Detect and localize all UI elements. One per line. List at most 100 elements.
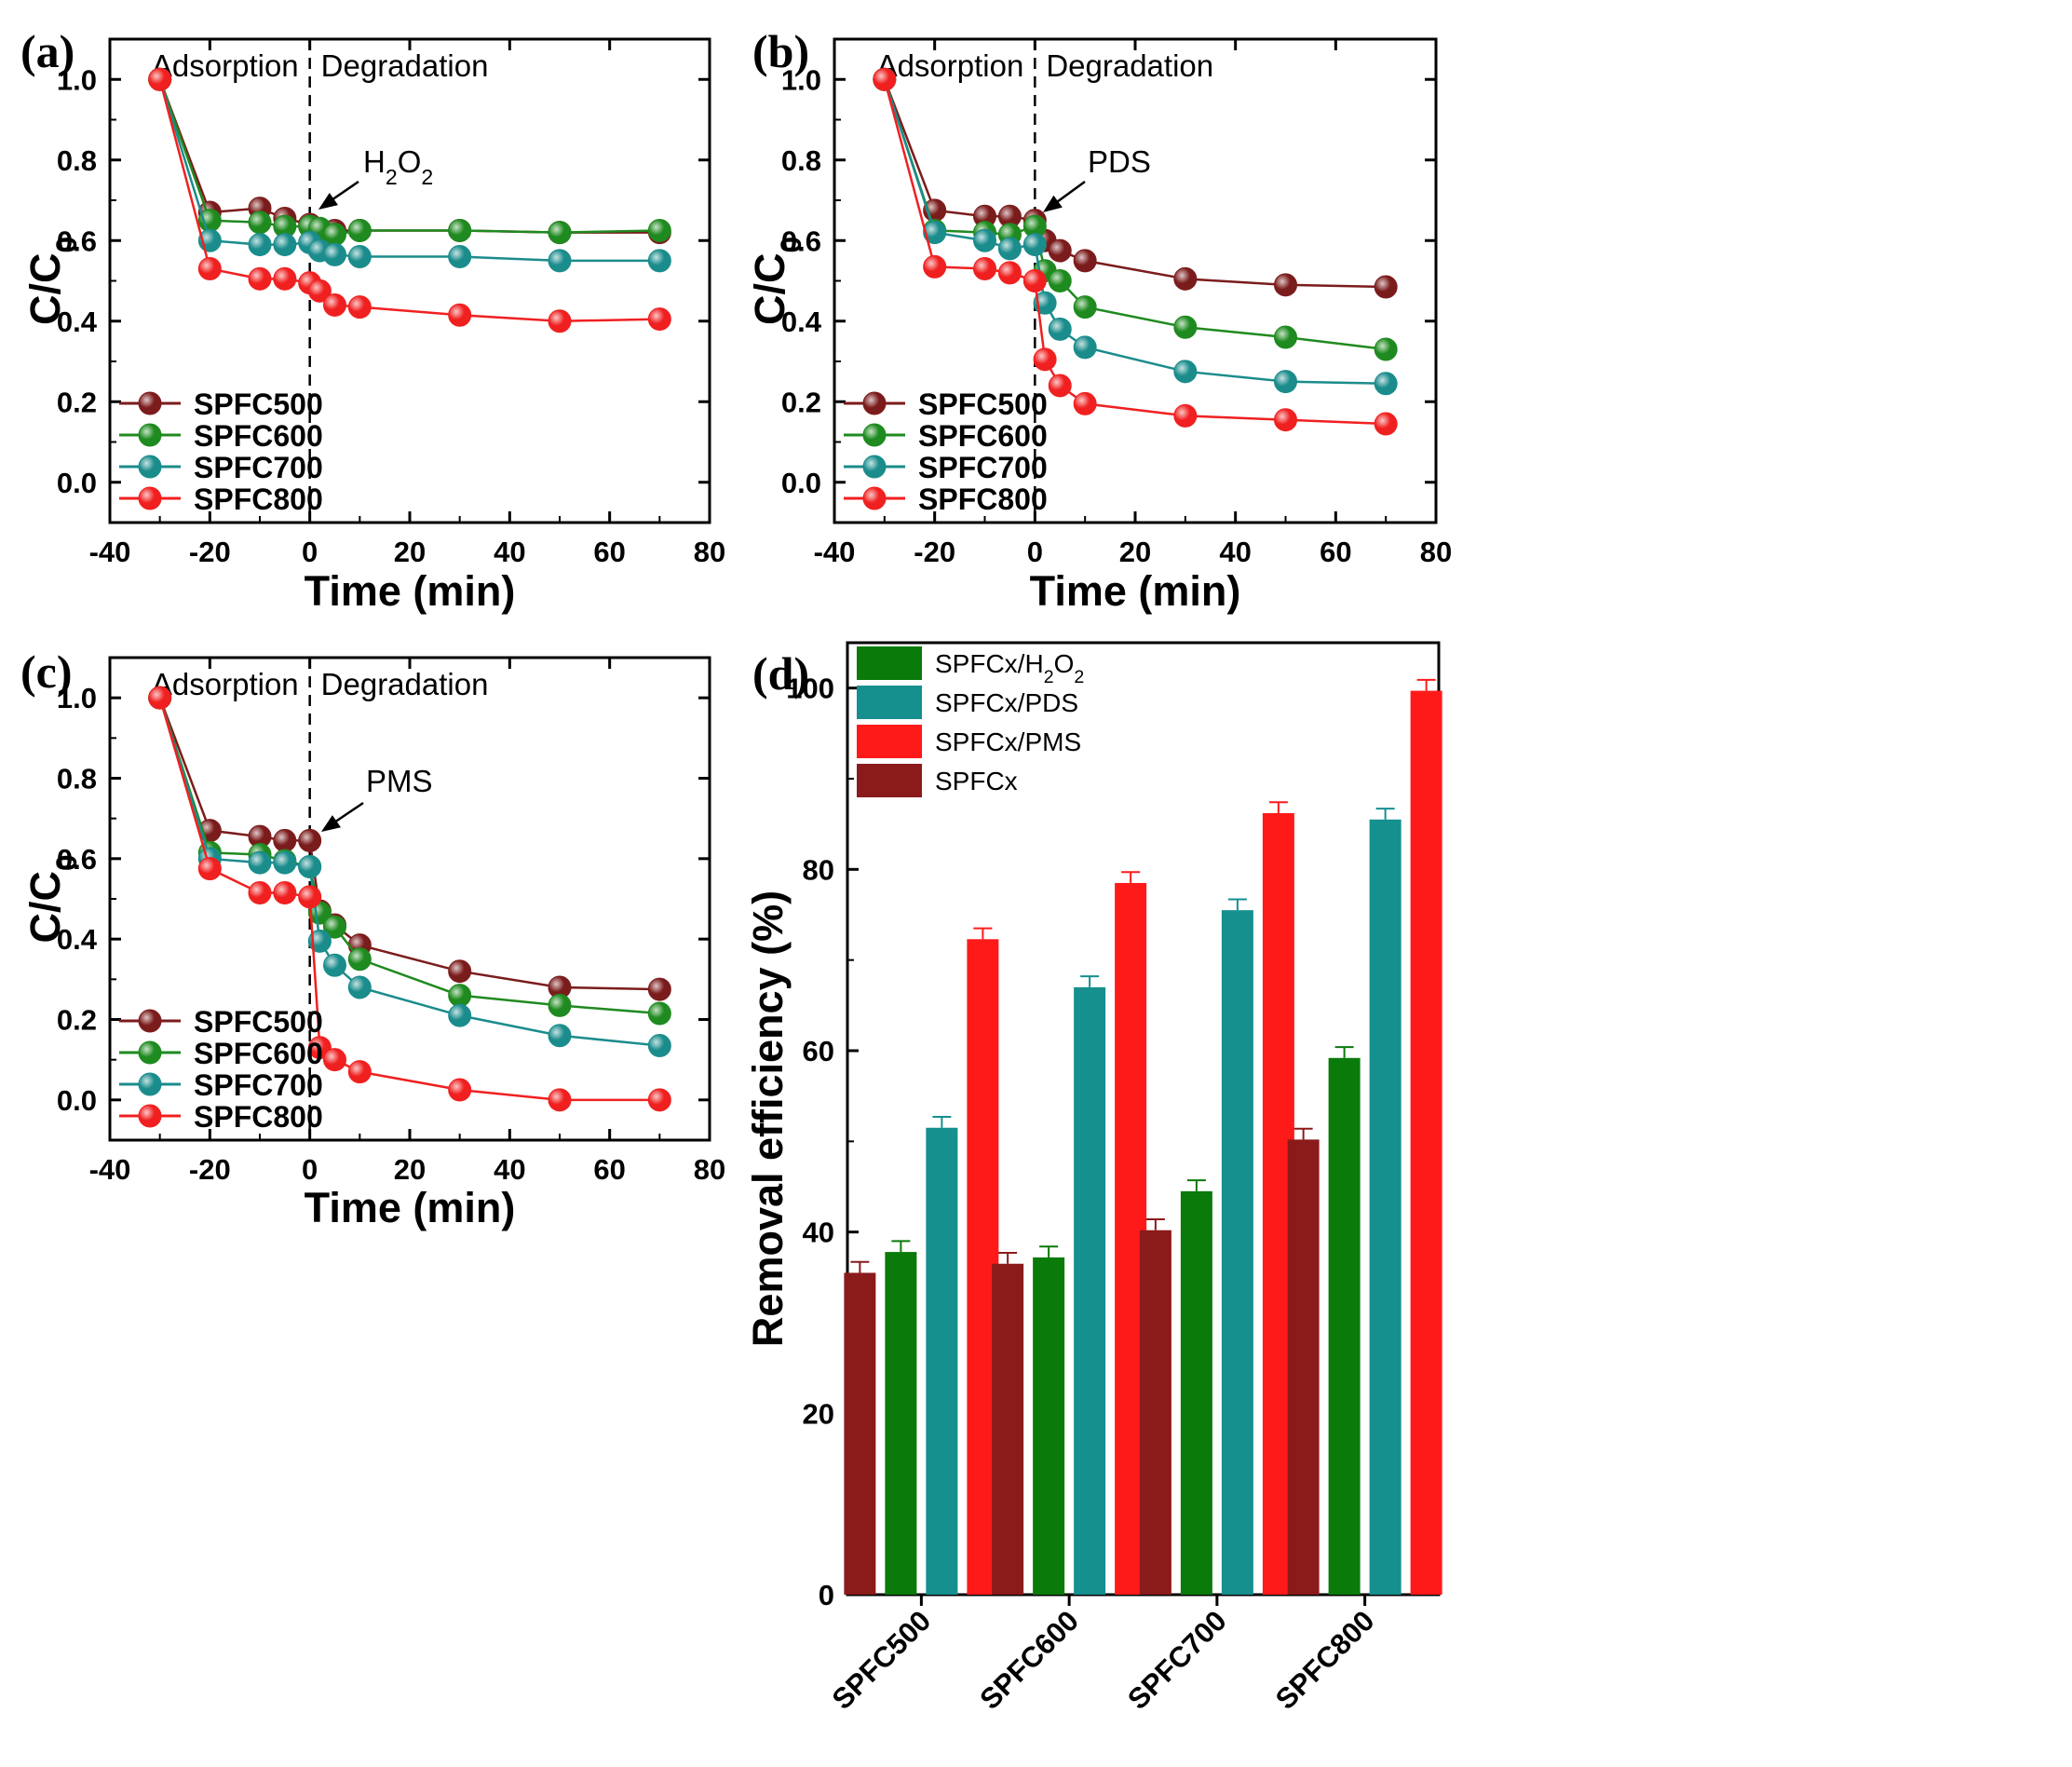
data-point-SPFC800 bbox=[1073, 391, 1097, 415]
data-point-SPFC800 bbox=[248, 266, 272, 291]
data-point-SPFC600 bbox=[1048, 269, 1072, 292]
data-point-SPFC600 bbox=[1274, 325, 1297, 349]
y-tick-label: 80 bbox=[803, 853, 834, 886]
panel-label: (d) bbox=[752, 647, 809, 700]
data-point-SPFC800 bbox=[298, 885, 322, 909]
y-tick-label: 0.2 bbox=[57, 386, 97, 418]
legend-label-SPFCx-H2O2: SPFCx/H2O2 bbox=[935, 649, 1084, 687]
x-tick-label: -40 bbox=[814, 536, 856, 568]
adsorption-label: Adsorption bbox=[877, 48, 1024, 83]
y-tick-label: 1.0 bbox=[781, 63, 821, 96]
degradation-label: Degradation bbox=[321, 667, 489, 701]
data-point-SPFC800 bbox=[647, 1088, 671, 1112]
y-tick-label: 20 bbox=[803, 1397, 834, 1430]
series-line-SPFC800 bbox=[883, 78, 1387, 426]
series-line-SPFC800 bbox=[158, 78, 660, 323]
data-point-SPFC800 bbox=[647, 307, 671, 332]
x-tick-label: 60 bbox=[1320, 536, 1351, 568]
x-tick-label: 40 bbox=[494, 1153, 525, 1186]
y-tick-label: 0.6 bbox=[57, 843, 97, 876]
legend-label-SPFC800: SPFC800 bbox=[194, 483, 323, 516]
data-point-SPFC800 bbox=[548, 1088, 572, 1112]
y-tick-label: 0.0 bbox=[57, 1084, 97, 1117]
data-point-SPFC700 bbox=[647, 1034, 671, 1058]
series-line-SPFC500 bbox=[883, 78, 1387, 289]
data-point-SPFC500 bbox=[1374, 275, 1398, 299]
data-point-SPFC800 bbox=[323, 1048, 346, 1072]
legend-label-SPFCx: SPFCx bbox=[935, 767, 1018, 795]
x-tick-label: 0 bbox=[302, 536, 318, 568]
oxidant-label: PMS bbox=[366, 764, 433, 798]
legend-marker-SPFC800 bbox=[138, 486, 162, 510]
bar-SPFCx-PDS-SPFC700 bbox=[1221, 910, 1253, 1595]
bar-SPFCx-SPFC700 bbox=[1139, 1230, 1171, 1595]
data-point-SPFC500 bbox=[298, 828, 322, 852]
data-point-SPFC500 bbox=[273, 828, 297, 852]
data-point-SPFC700 bbox=[1374, 372, 1398, 396]
x-tick-label: SPFC800 bbox=[1269, 1604, 1381, 1716]
data-point-SPFC800 bbox=[923, 254, 947, 279]
legend-marker-SPFC600 bbox=[138, 1040, 162, 1065]
line-panel-1: -40 -20 0 20 40 60 80 0.0 0.2 0.4 0.6 0.8 1.0 Time (m… bbox=[746, 25, 1452, 615]
legend-label-SPFCx-PMS: SPFCx/PMS bbox=[935, 727, 1081, 756]
legend-label-SPFC800: SPFC800 bbox=[194, 1100, 323, 1134]
data-point-SPFC800 bbox=[1022, 269, 1047, 292]
data-point-SPFC800 bbox=[197, 257, 222, 281]
bar-SPFCx-H2O2-SPFC500 bbox=[885, 1252, 917, 1595]
y-tick-label: 0 bbox=[819, 1579, 834, 1611]
data-point-SPFC700 bbox=[448, 245, 472, 269]
y-tick-label: 0.0 bbox=[781, 467, 821, 499]
series-line-SPFC500 bbox=[158, 697, 660, 991]
legend-label-SPFC600: SPFC600 bbox=[194, 1037, 323, 1070]
data-point-SPFC800 bbox=[1374, 412, 1398, 436]
degradation-label: Degradation bbox=[321, 48, 489, 83]
y-tick-label: 0.8 bbox=[57, 763, 97, 795]
panel-label: (c) bbox=[20, 646, 73, 698]
data-point-SPFC800 bbox=[273, 266, 297, 291]
data-point-SPFC800 bbox=[448, 1078, 472, 1102]
data-point-SPFC600 bbox=[448, 984, 472, 1008]
legend-marker-SPFC700 bbox=[862, 455, 887, 479]
x-tick-label: 60 bbox=[593, 1153, 625, 1186]
bar-SPFCx-SPFC600 bbox=[992, 1263, 1024, 1595]
bar-SPFCx-PDS-SPFC500 bbox=[926, 1127, 958, 1595]
data-point-SPFC700 bbox=[647, 249, 671, 273]
data-point-SPFC800 bbox=[997, 261, 1022, 285]
data-point-SPFC700 bbox=[1173, 360, 1198, 384]
data-point-SPFC700 bbox=[347, 245, 372, 269]
y-tick-label: 1.0 bbox=[57, 63, 97, 96]
x-tick-label: 80 bbox=[694, 1153, 725, 1186]
data-point-SPFC700 bbox=[273, 850, 297, 875]
data-point-SPFC700 bbox=[298, 854, 322, 878]
bar-SPFCx-PMS-SPFC800 bbox=[1410, 690, 1442, 1595]
x-tick-label: 20 bbox=[394, 1153, 426, 1186]
y-axis-label: Removal efficiency (%) bbox=[744, 890, 792, 1347]
data-point-SPFC800 bbox=[148, 67, 172, 91]
bar-SPFCx-SPFC800 bbox=[1287, 1139, 1320, 1595]
y-tick-label: 0.0 bbox=[57, 467, 97, 499]
data-point-SPFC700 bbox=[923, 221, 947, 245]
panel-label: (a) bbox=[20, 25, 74, 77]
x-tick-label: -20 bbox=[189, 1153, 231, 1186]
legend-marker-SPFC700 bbox=[138, 1072, 162, 1096]
legend-label-SPFC700: SPFC700 bbox=[194, 1068, 323, 1102]
legend-swatch-SPFCx-PMS bbox=[857, 725, 922, 758]
legend-marker-SPFC800 bbox=[862, 486, 887, 510]
data-point-SPFC800 bbox=[273, 881, 297, 905]
data-point-SPFC800 bbox=[307, 279, 332, 303]
series-line-SPFC700 bbox=[158, 697, 660, 1047]
data-point-SPFC700 bbox=[248, 850, 272, 875]
x-tick-label: 80 bbox=[1420, 536, 1452, 568]
y-tick-label: 0.4 bbox=[57, 306, 98, 338]
data-point-SPFC700 bbox=[448, 1003, 472, 1027]
data-point-SPFC700 bbox=[1022, 233, 1047, 257]
x-tick-label: -20 bbox=[914, 536, 955, 568]
legend-marker-SPFC800 bbox=[138, 1104, 162, 1128]
data-point-SPFC800 bbox=[873, 67, 897, 91]
legend-marker-SPFC600 bbox=[138, 423, 162, 447]
y-tick-label: 0.6 bbox=[781, 224, 821, 257]
y-tick-label: 0.2 bbox=[57, 1004, 97, 1037]
x-tick-label: SPFC600 bbox=[973, 1604, 1085, 1716]
x-tick-label: 40 bbox=[1219, 536, 1251, 568]
legend-label-SPFC700: SPFC700 bbox=[194, 451, 323, 484]
